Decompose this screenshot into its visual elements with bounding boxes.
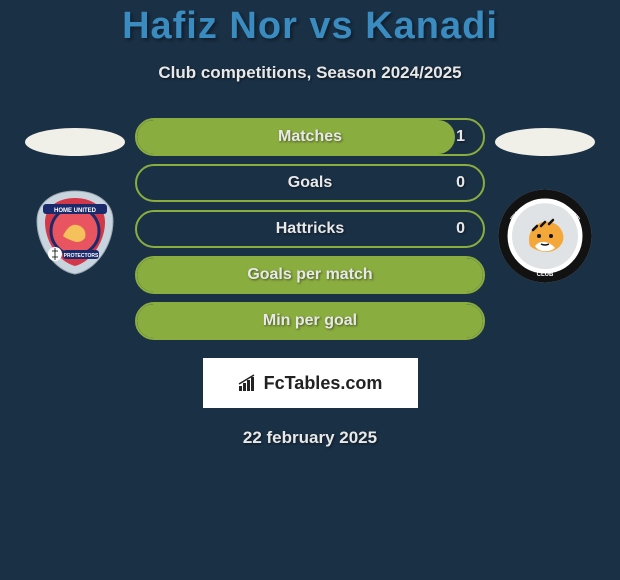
svg-text:HOME UNITED: HOME UNITED [54, 208, 97, 214]
right-column: BALESTIER KHALSA FOOTBALL BALESTIER KHAL… [485, 118, 605, 286]
stat-label: Matches [278, 128, 342, 146]
svg-text:CLUB: CLUB [537, 272, 554, 278]
player-right-placeholder [495, 128, 595, 156]
page-title: Hafiz Nor vs Kanadi [0, 5, 620, 48]
stat-label: Min per goal [263, 312, 357, 330]
stats-area: HOME UNITED PROTECTORS Matches 1 Goals 0 [0, 118, 620, 348]
stat-label: Goals [288, 174, 332, 192]
chart-icon [238, 374, 260, 392]
home-united-crest-icon: HOME UNITED PROTECTORS [25, 186, 125, 276]
stat-row-mpg: Min per goal [135, 302, 485, 340]
stat-label: Goals per match [247, 266, 372, 284]
stat-row-hattricks: Hattricks 0 [135, 210, 485, 248]
stat-row-goals: Goals 0 [135, 164, 485, 202]
brand-logo-box: FcTables.com [203, 358, 418, 408]
stat-row-matches: Matches 1 [135, 118, 485, 156]
left-column: HOME UNITED PROTECTORS [15, 118, 135, 276]
stat-value: 0 [456, 174, 465, 192]
stat-row-gpm: Goals per match [135, 256, 485, 294]
brand-text: FcTables.com [264, 373, 383, 394]
stats-column: Matches 1 Goals 0 Hattricks 0 Goals per … [135, 118, 485, 348]
brand-logo: FcTables.com [238, 373, 383, 394]
stat-value: 1 [456, 128, 465, 146]
stat-value: 0 [456, 220, 465, 238]
stat-label: Hattricks [276, 220, 344, 238]
crest-left: HOME UNITED PROTECTORS [25, 186, 125, 276]
crest-right: BALESTIER KHALSA FOOTBALL BALESTIER KHAL… [495, 186, 595, 286]
date-text: 22 february 2025 [0, 428, 620, 448]
subtitle: Club competitions, Season 2024/2025 [0, 63, 620, 83]
player-left-placeholder [25, 128, 125, 156]
balestier-khalsa-crest-icon: BALESTIER KHALSA FOOTBALL BALESTIER KHAL… [495, 186, 595, 286]
svg-text:PROTECTORS: PROTECTORS [64, 253, 99, 259]
